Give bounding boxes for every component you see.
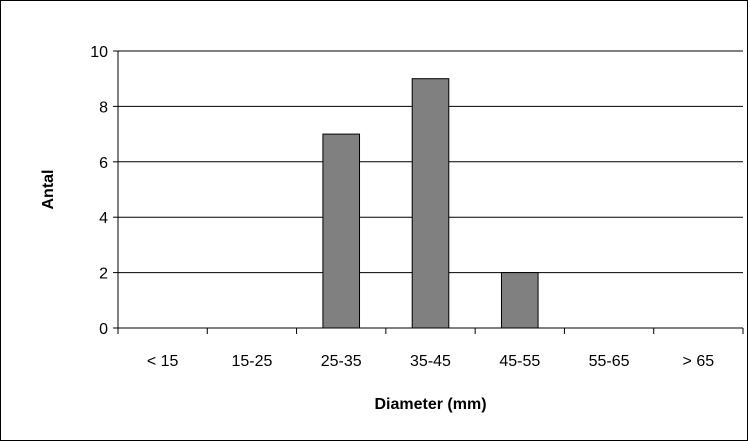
x-tick-label-0: < 15 bbox=[147, 353, 179, 370]
x-tick-label-6: > 65 bbox=[683, 353, 715, 370]
x-tick-label-5: 55-65 bbox=[589, 353, 630, 370]
y-tick-label-0: 0 bbox=[99, 321, 108, 338]
bar-3 bbox=[411, 78, 450, 329]
bar-2 bbox=[322, 133, 361, 329]
bars bbox=[322, 78, 539, 329]
y-tick-label-6: 6 bbox=[99, 155, 108, 172]
y-tick-label-2: 2 bbox=[99, 266, 108, 283]
bar-4 bbox=[500, 272, 539, 329]
x-axis-title: Diameter (mm) bbox=[374, 396, 486, 413]
y-tick-label-8: 8 bbox=[99, 99, 108, 116]
y-tick-label-4: 4 bbox=[99, 210, 108, 227]
y-tick-label-10: 10 bbox=[90, 44, 108, 61]
y-axis-title: Antal bbox=[40, 170, 57, 210]
x-tick-label-1: 15-25 bbox=[231, 353, 272, 370]
x-tick-label-4: 45-55 bbox=[499, 353, 540, 370]
x-tick-label-3: 35-45 bbox=[410, 353, 451, 370]
x-tick-label-2: 25-35 bbox=[321, 353, 362, 370]
axes bbox=[117, 51, 743, 329]
y-tick-labels: 0 2 4 6 8 10 bbox=[90, 44, 118, 338]
x-tick-labels: < 15 15-25 25-35 35-45 45-55 55-65 > 65 bbox=[117, 328, 744, 370]
